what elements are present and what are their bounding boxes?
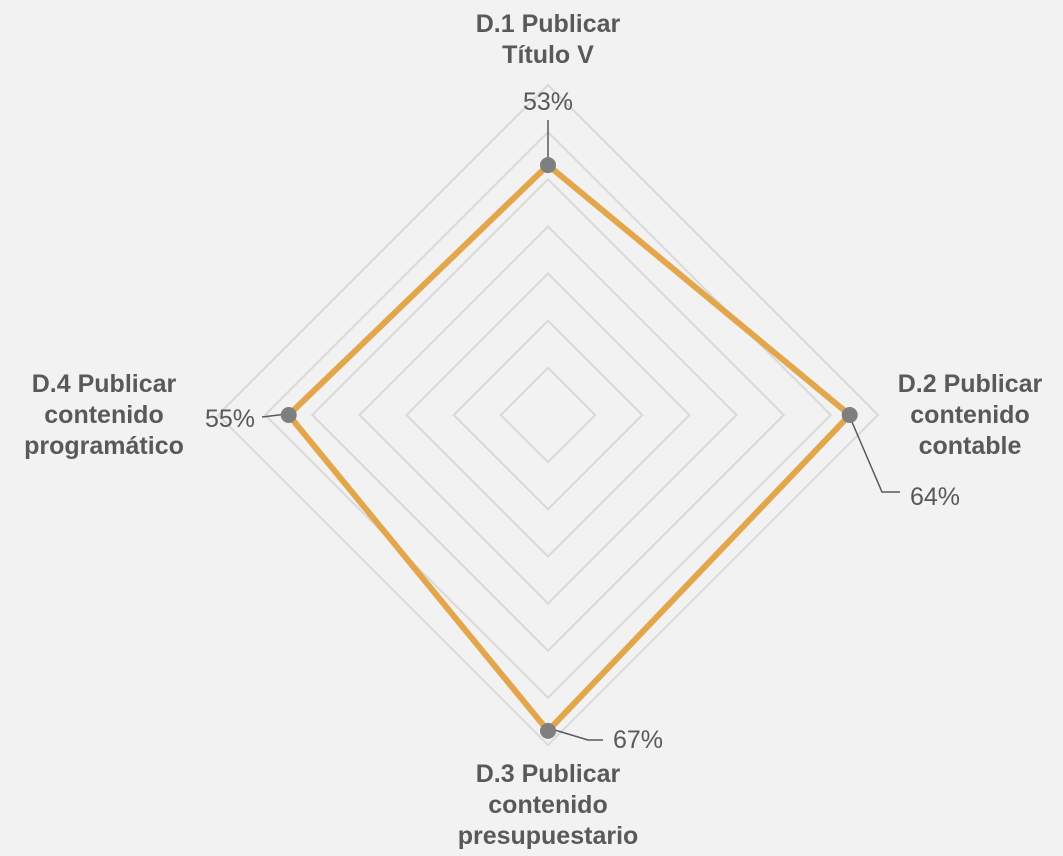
category-label: D.4 Publicar contenido programático xyxy=(24,370,184,460)
grid-layer xyxy=(216,83,880,747)
grid-ring xyxy=(310,177,786,653)
grid-ring xyxy=(452,319,644,511)
data-label: 67% xyxy=(613,726,663,754)
data-label-leader xyxy=(547,727,603,741)
grid-ring xyxy=(358,225,738,605)
data-label-leader xyxy=(848,414,900,493)
data-label: 53% xyxy=(523,88,573,116)
data-point xyxy=(540,157,556,174)
grid-ring xyxy=(499,366,597,464)
category-label: D.2 Publicar contenido contable xyxy=(898,370,1043,460)
grid-ring xyxy=(405,272,691,558)
series-line xyxy=(284,161,855,736)
marker-layer xyxy=(280,157,858,739)
data-label: 55% xyxy=(205,405,255,433)
grid-ring xyxy=(263,130,833,700)
category-label: D.3 Publicar contenido presupuestario xyxy=(458,760,639,850)
label-layer: 53% 64% 67% 55% D.1 Publicar Título V D.2 Publ… xyxy=(24,10,1042,850)
grid-ring xyxy=(216,83,880,747)
data-point xyxy=(841,407,858,423)
category-label: D.1 Publicar Título V xyxy=(476,10,621,69)
data-label: 64% xyxy=(910,483,960,511)
data-point xyxy=(280,407,297,423)
series-layer xyxy=(284,161,855,736)
data-point xyxy=(540,722,556,739)
